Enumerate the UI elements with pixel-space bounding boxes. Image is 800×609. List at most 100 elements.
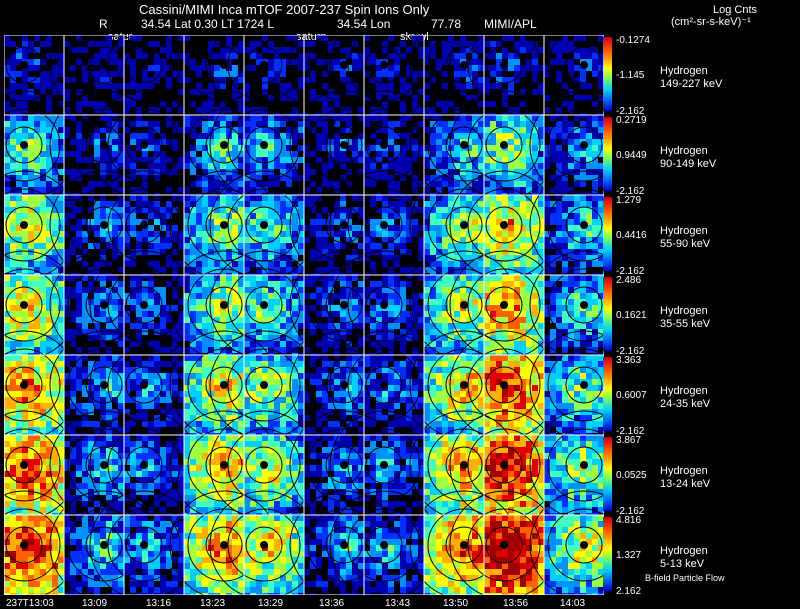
image-cell <box>289 90 399 200</box>
colorbar-min-2: -2.162 <box>616 266 645 277</box>
colorbar-max-5: 3.867 <box>616 435 642 446</box>
planet-marker <box>20 301 28 309</box>
colorbar-4 <box>603 357 612 431</box>
planet-marker <box>140 301 148 309</box>
time-tick-2: 13:16 <box>146 598 172 609</box>
planet-marker <box>380 381 388 389</box>
image-cell <box>89 330 199 440</box>
time-tick-5: 13:36 <box>319 598 345 609</box>
colorbar-max-6: 4.816 <box>616 515 642 526</box>
planet-marker <box>220 61 228 69</box>
planet-marker <box>260 141 268 149</box>
species-name: Hydrogen <box>660 465 708 477</box>
species-label-4: Hydrogen 24-35 keV <box>660 385 710 411</box>
colorbar-6 <box>603 517 612 591</box>
planet-marker <box>380 301 388 309</box>
footer-note: B-field Particle Flow <box>645 573 725 583</box>
colorbar-1 <box>603 117 612 191</box>
colorbar-mid-6: 1.327 <box>616 550 642 561</box>
colorbar-mid-4: 0.6007 <box>616 390 647 401</box>
image-cell <box>4 490 79 595</box>
time-tick-7: 13:50 <box>443 598 469 609</box>
image-cell <box>449 490 559 595</box>
image-cell <box>209 90 319 200</box>
colorbar-min-3: -2.162 <box>616 346 645 357</box>
species-label-2: Hydrogen 55-90 keV <box>660 225 710 251</box>
energy-range: 24-35 keV <box>660 398 711 410</box>
planet-marker <box>380 461 388 469</box>
image-cell <box>49 490 159 595</box>
colorbar-max-1: 0.2719 <box>616 115 647 126</box>
planet-marker <box>580 141 588 149</box>
species-label-0: Hydrogen 149-227 keV <box>660 65 722 91</box>
planet-marker <box>340 301 348 309</box>
planet-marker <box>340 461 348 469</box>
time-tick-0: 237T13:03 <box>6 598 54 609</box>
planet-marker <box>460 141 468 149</box>
colorbar-mid-1: 0.9449 <box>616 150 647 161</box>
energy-range: 13-24 keV <box>660 478 711 490</box>
planet-marker <box>20 381 28 389</box>
time-tick-8: 13:56 <box>503 598 529 609</box>
species-name: Hydrogen <box>660 225 708 237</box>
planet-marker <box>580 221 588 229</box>
planet-marker <box>500 61 508 69</box>
planet-marker <box>500 301 508 309</box>
image-cell <box>529 330 604 440</box>
lat-lt-info: 34.54 Lat 0.30 LT 1724 L <box>141 17 275 31</box>
plot-title: Cassini/MIMI Inca mTOF 2007-237 Spin Ion… <box>139 2 430 17</box>
planet-marker <box>100 221 108 229</box>
image-panels <box>4 35 604 595</box>
planet-marker <box>460 461 468 469</box>
planet-marker <box>340 221 348 229</box>
energy-range: 55-90 keV <box>660 238 711 250</box>
planet-marker <box>580 541 588 549</box>
planet-marker <box>220 461 228 469</box>
planet-marker <box>220 221 228 229</box>
species-label-1: Hydrogen 90-149 keV <box>660 145 716 171</box>
colorbar-min-4: -2.162 <box>616 426 645 437</box>
planet-marker <box>460 221 468 229</box>
image-cell <box>89 490 199 595</box>
colorbar-mid-0: -1.145 <box>616 70 645 81</box>
planet-marker <box>580 381 588 389</box>
planet-marker <box>500 221 508 229</box>
planet-marker <box>20 221 28 229</box>
planet-marker <box>340 61 348 69</box>
colorbar-2 <box>603 197 612 271</box>
colorbar-min-0: -2.162 <box>616 106 645 117</box>
planet-marker <box>140 381 148 389</box>
colorbar-min-5: -2.162 <box>616 506 645 517</box>
planet-marker <box>340 381 348 389</box>
species-name: Hydrogen <box>660 145 708 157</box>
image-cell <box>49 250 159 360</box>
planet-marker <box>20 461 28 469</box>
legend-units: (cm²-sr-s-keV)⁻¹ <box>671 16 751 28</box>
energy-range: 35-55 keV <box>660 318 711 330</box>
planet-marker <box>260 381 268 389</box>
species-label-3: Hydrogen 35-55 keV <box>660 305 710 331</box>
r-label: R <box>99 17 108 31</box>
planet-marker <box>140 221 148 229</box>
time-tick-4: 13:29 <box>258 598 284 609</box>
planet-marker <box>260 541 268 549</box>
energy-range: 90-149 keV <box>660 158 717 170</box>
image-cell <box>89 250 199 360</box>
colorbar-mid-5: 0.0525 <box>616 470 647 481</box>
planet-marker <box>260 301 268 309</box>
planet-marker <box>20 61 28 69</box>
planet-marker <box>500 541 508 549</box>
planet-marker <box>580 301 588 309</box>
planet-marker <box>580 61 588 69</box>
species-name: Hydrogen <box>660 305 708 317</box>
planet-marker <box>140 141 148 149</box>
species-name: Hydrogen <box>660 65 708 77</box>
image-cell <box>89 35 199 120</box>
planet-marker <box>460 541 468 549</box>
image-cell <box>4 35 79 120</box>
planet-marker <box>100 381 108 389</box>
colorbar-max-3: 2.486 <box>616 275 642 286</box>
colorbar-mid-2: 0.4416 <box>616 230 647 241</box>
planet-marker <box>380 541 388 549</box>
planet-marker <box>340 141 348 149</box>
